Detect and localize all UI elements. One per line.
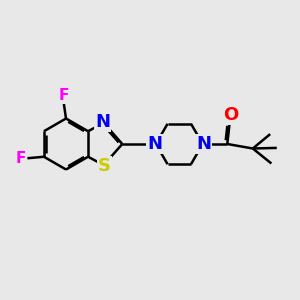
Text: F: F [58,88,69,103]
Text: O: O [223,106,238,124]
Text: S: S [98,157,111,175]
Text: N: N [147,135,162,153]
Text: F: F [16,151,26,166]
Text: N: N [196,135,211,153]
Text: N: N [95,113,110,131]
